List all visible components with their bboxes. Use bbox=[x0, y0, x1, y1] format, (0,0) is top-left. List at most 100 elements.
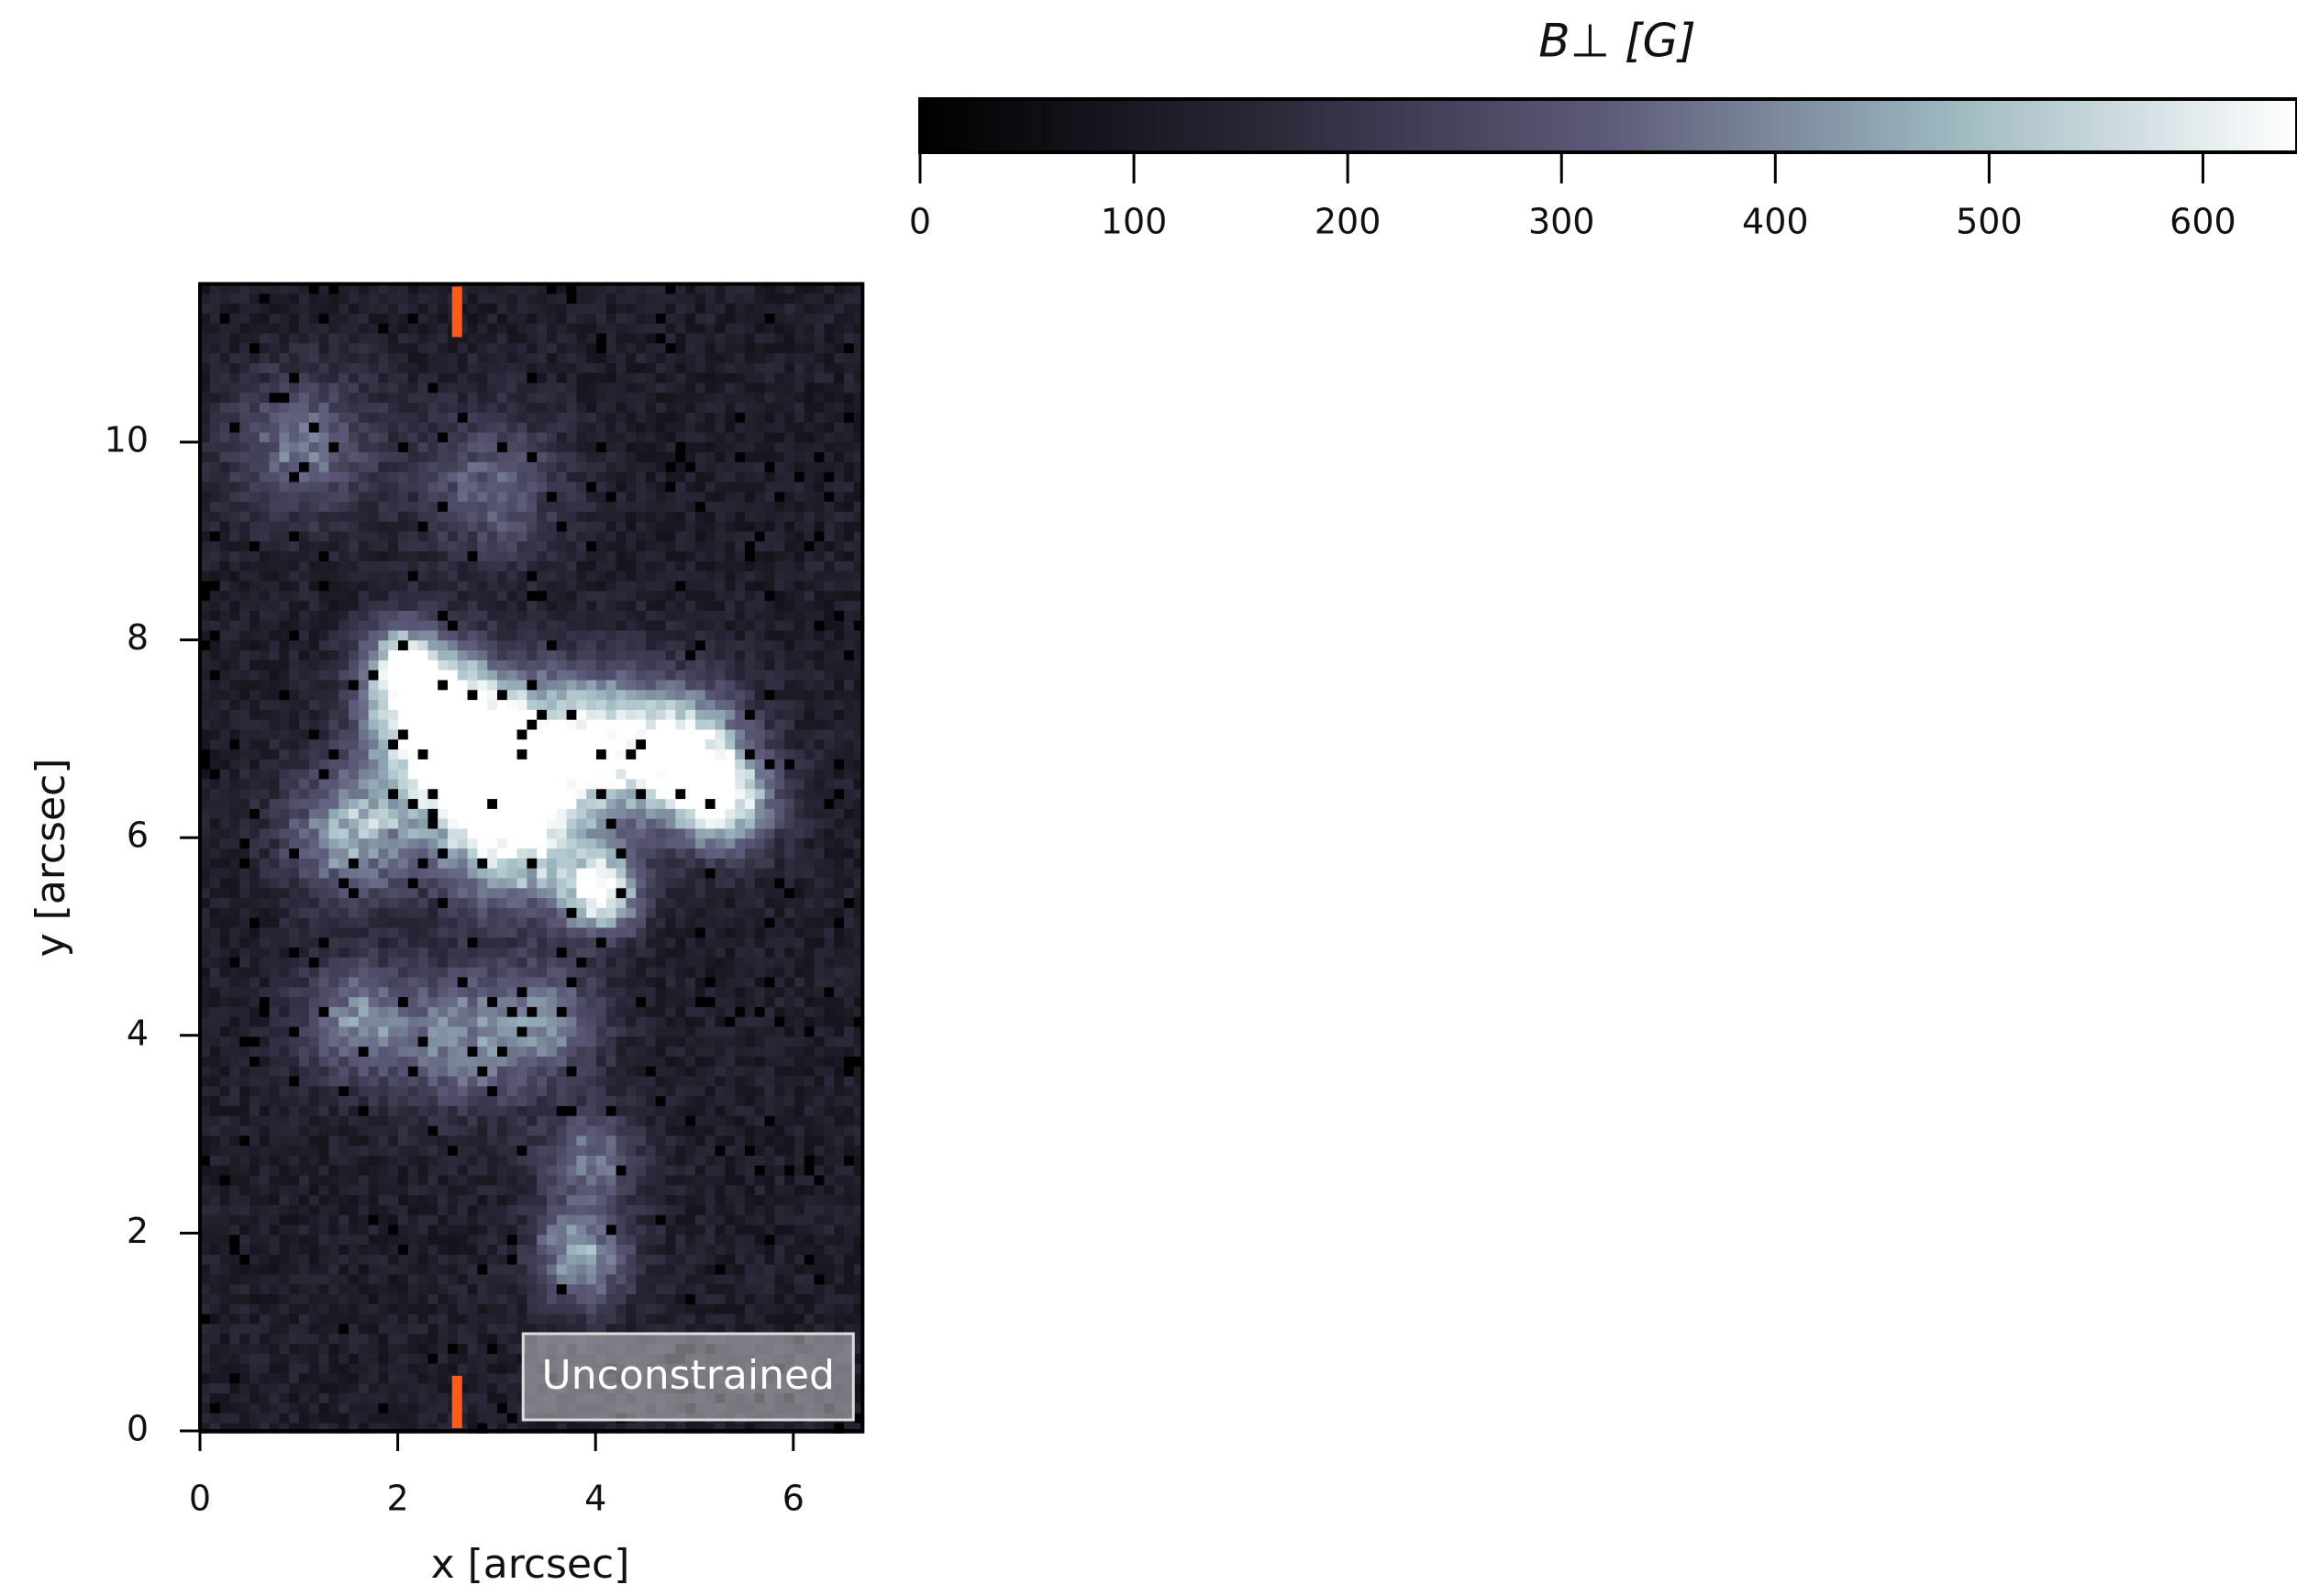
texture-cell bbox=[378, 462, 388, 472]
texture-cell bbox=[596, 948, 606, 958]
texture-cell bbox=[666, 324, 676, 334]
texture-cell bbox=[794, 739, 805, 749]
texture-cell bbox=[805, 997, 815, 1007]
texture-cell bbox=[408, 948, 418, 958]
texture-cell bbox=[557, 799, 567, 809]
texture-cell bbox=[636, 918, 646, 928]
texture-cell bbox=[606, 541, 616, 551]
texture-cell bbox=[805, 710, 815, 720]
texture-cell bbox=[557, 770, 567, 780]
texture-cell bbox=[359, 541, 369, 551]
texture-cell bbox=[279, 433, 289, 443]
texture-cell bbox=[319, 601, 329, 611]
texture-cell bbox=[844, 829, 854, 839]
texture-cell bbox=[299, 987, 309, 997]
texture-cell bbox=[388, 770, 398, 780]
texture-cell bbox=[378, 809, 388, 819]
texture-cell bbox=[328, 442, 338, 452]
texture-cell bbox=[557, 413, 567, 423]
texture-cell bbox=[220, 314, 230, 324]
texture-cell bbox=[210, 869, 220, 879]
texture-cell bbox=[418, 561, 428, 571]
texture-cell bbox=[338, 551, 349, 561]
texture-cell bbox=[586, 888, 596, 898]
texture-cell bbox=[468, 681, 478, 691]
texture-cell bbox=[418, 304, 428, 314]
texture-cell bbox=[279, 799, 289, 809]
texture-cell bbox=[229, 601, 239, 611]
texture-cell bbox=[646, 363, 656, 373]
texture-cell bbox=[239, 908, 250, 918]
texture-cell bbox=[537, 363, 547, 373]
texture-cell bbox=[755, 621, 765, 631]
texture-cell bbox=[338, 512, 349, 522]
texture-cell bbox=[586, 819, 596, 829]
texture-cell bbox=[765, 809, 775, 819]
texture-cell bbox=[626, 968, 636, 978]
texture-cell bbox=[666, 452, 676, 462]
texture-cell bbox=[626, 681, 636, 691]
texture-cell bbox=[319, 532, 329, 542]
texture-cell bbox=[567, 393, 577, 403]
texture-cell bbox=[468, 848, 478, 859]
texture-cell bbox=[557, 582, 567, 592]
texture-cell bbox=[289, 780, 299, 790]
texture-cell bbox=[606, 472, 616, 482]
texture-cell bbox=[359, 393, 369, 403]
texture-cell bbox=[517, 908, 527, 918]
texture-cell bbox=[270, 958, 280, 968]
texture-cell bbox=[735, 700, 745, 710]
texture-cell bbox=[507, 512, 517, 522]
texture-cell bbox=[646, 482, 656, 493]
texture-cell bbox=[656, 958, 666, 968]
texture-cell bbox=[557, 393, 567, 403]
texture-cell bbox=[794, 462, 805, 472]
texture-cell bbox=[260, 304, 270, 314]
texture-cell bbox=[388, 492, 398, 502]
texture-cell bbox=[328, 690, 338, 700]
texture-cell bbox=[448, 423, 458, 433]
texture-cell bbox=[279, 512, 289, 522]
texture-cell bbox=[210, 819, 220, 829]
texture-cell bbox=[784, 908, 794, 918]
texture-cell bbox=[774, 710, 784, 720]
texture-cell bbox=[220, 898, 230, 908]
texture-cell bbox=[774, 739, 784, 749]
texture-cell bbox=[497, 978, 507, 988]
texture-cell bbox=[656, 937, 666, 948]
texture-cell bbox=[636, 730, 646, 740]
texture-cell bbox=[616, 770, 627, 780]
texture-cell bbox=[784, 829, 794, 839]
texture-cell bbox=[815, 423, 825, 433]
texture-cell bbox=[567, 879, 577, 889]
texture-cell bbox=[239, 958, 250, 968]
texture-cell bbox=[805, 809, 815, 819]
texture-cell bbox=[338, 660, 349, 671]
texture-cell bbox=[229, 869, 239, 879]
texture-cell bbox=[596, 869, 606, 879]
texture-cell bbox=[547, 681, 557, 691]
texture-cell bbox=[716, 472, 726, 482]
texture-cell bbox=[765, 423, 775, 433]
texture-cell bbox=[626, 442, 636, 452]
texture-cell bbox=[270, 888, 280, 898]
texture-cell bbox=[260, 859, 270, 869]
texture-cell bbox=[250, 660, 260, 671]
texture-cell bbox=[735, 423, 745, 433]
texture-cell bbox=[755, 393, 765, 403]
texture-cell bbox=[755, 948, 765, 958]
texture-cell bbox=[705, 739, 716, 749]
texture-cell bbox=[596, 730, 606, 740]
texture-cell bbox=[547, 601, 557, 611]
texture-cell bbox=[319, 462, 329, 472]
texture-cell bbox=[586, 700, 596, 710]
texture-cell bbox=[458, 829, 468, 839]
texture-cell bbox=[477, 611, 487, 621]
texture-cell bbox=[487, 888, 497, 898]
texture-cell bbox=[735, 908, 745, 918]
texture-cell bbox=[289, 1007, 299, 1017]
texture-cell bbox=[735, 383, 745, 393]
texture-cell bbox=[794, 700, 805, 710]
texture-cell bbox=[626, 541, 636, 551]
texture-cell bbox=[616, 918, 627, 928]
